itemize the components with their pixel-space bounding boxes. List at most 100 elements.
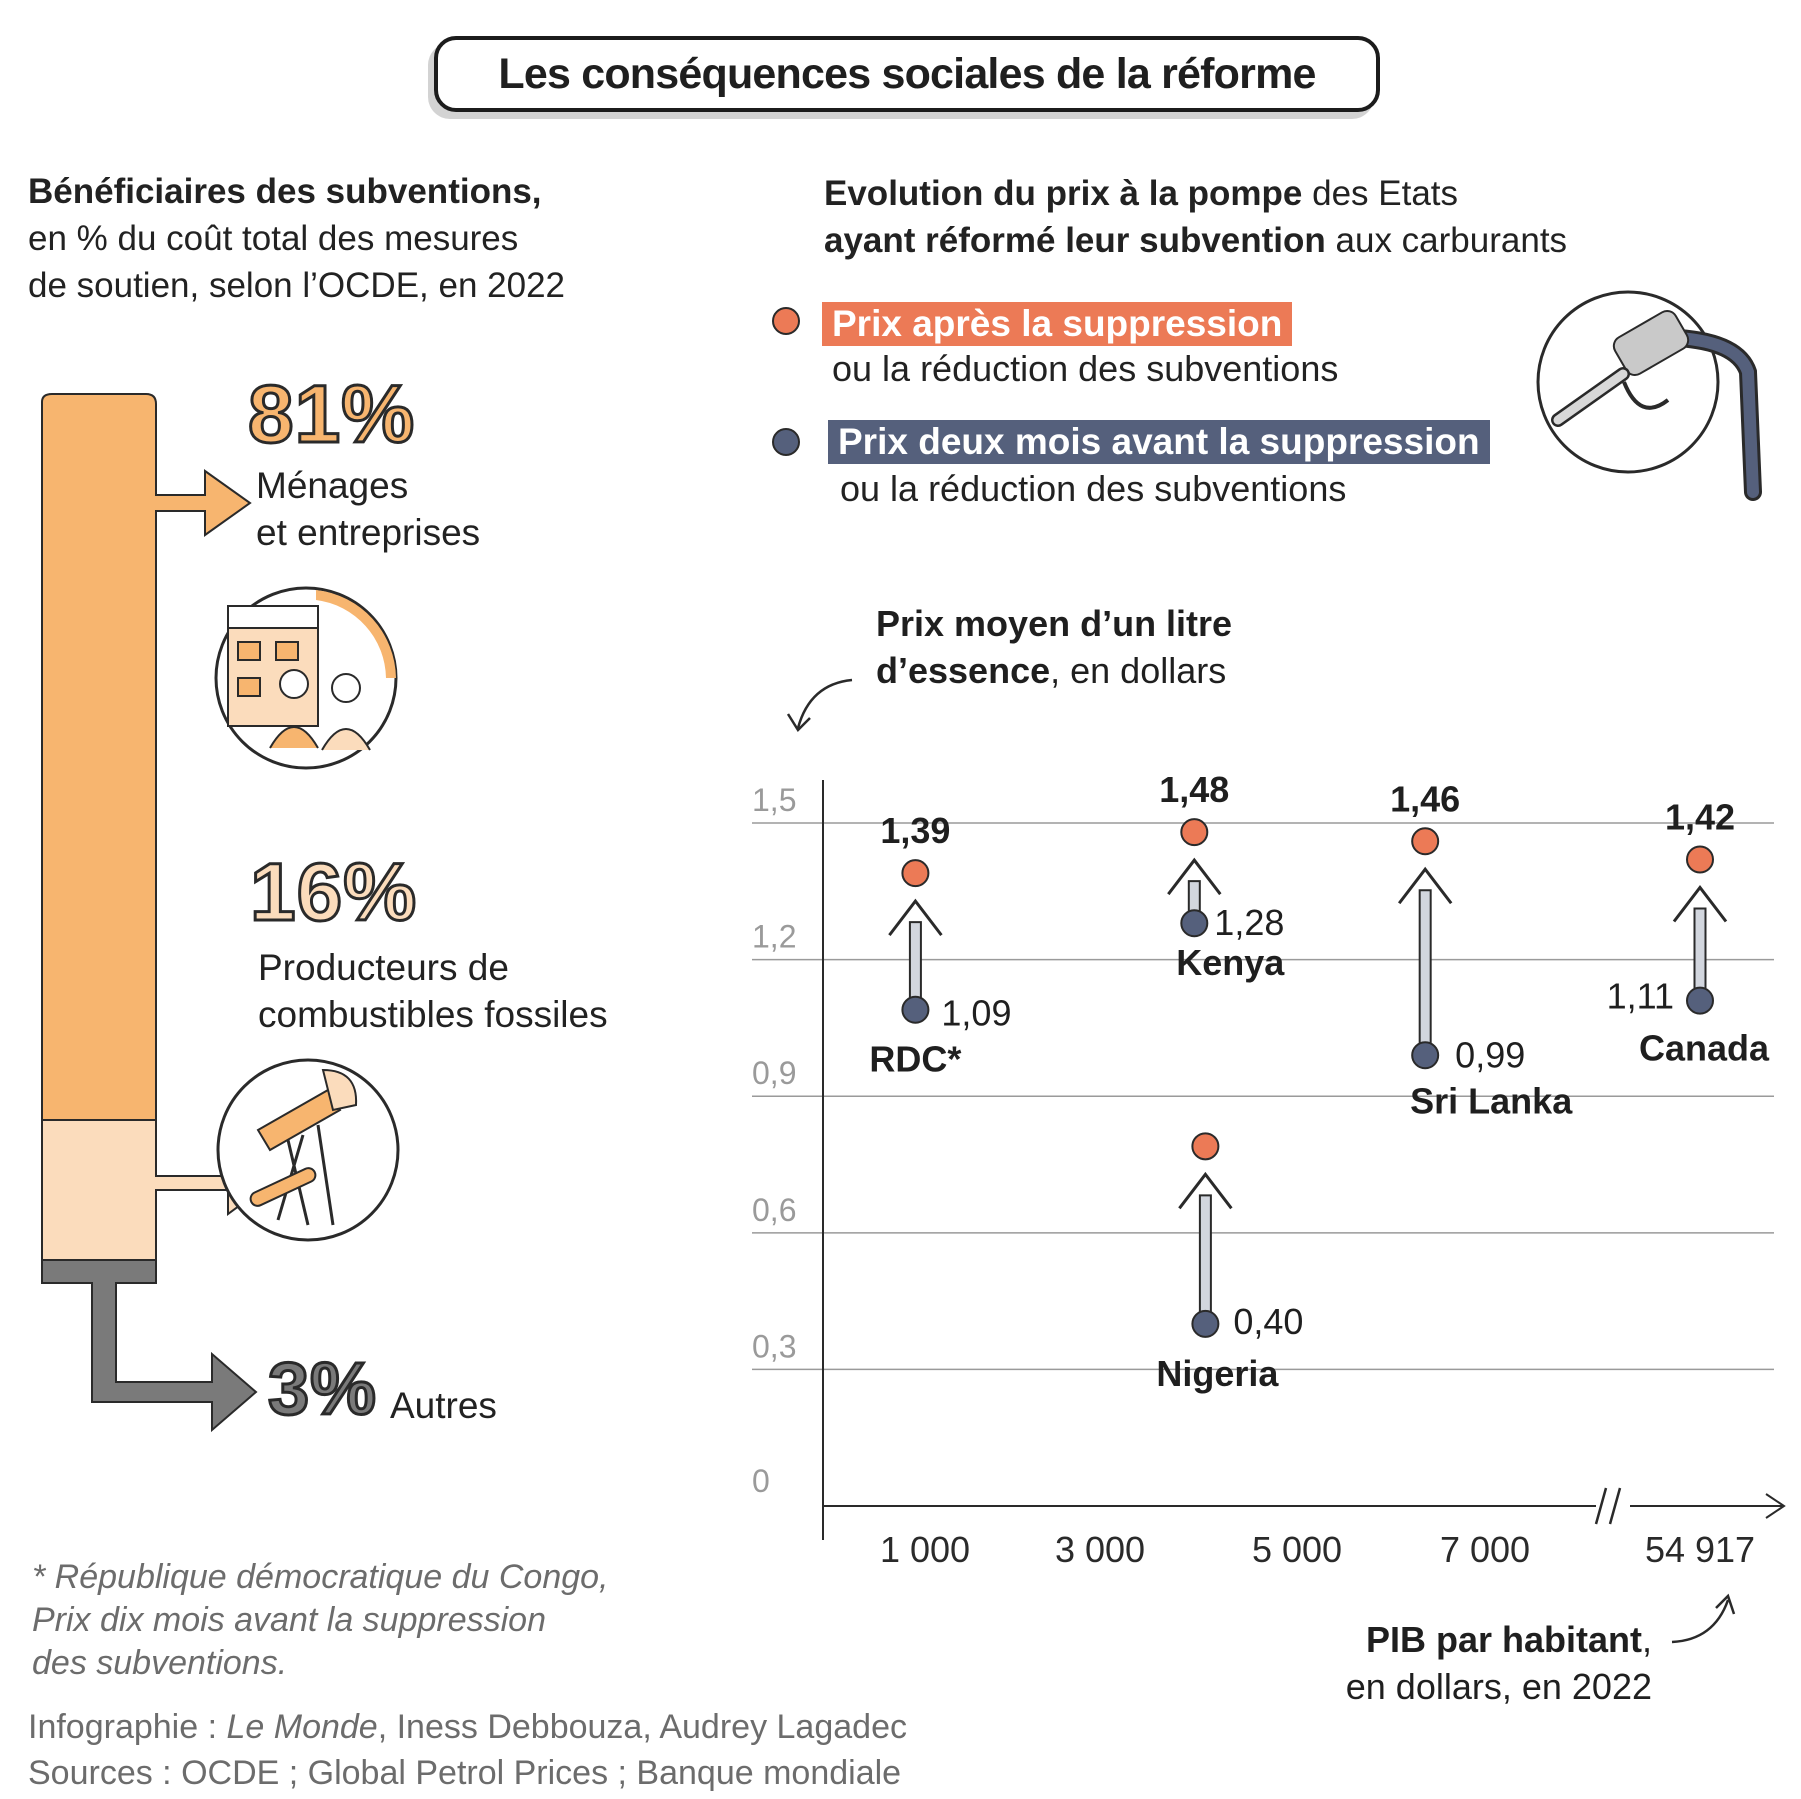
households-bar — [41, 393, 252, 1121]
price-before-label: 1,28 — [1214, 902, 1284, 943]
price-before-label: 1,09 — [941, 993, 1011, 1034]
price-after-label: 1,46 — [1390, 778, 1460, 819]
legend-after-dot — [772, 307, 800, 335]
country-canada: 1,42 1,11 Canada — [1607, 796, 1770, 1068]
footnote-2: Prix dix mois avant la suppression — [32, 1601, 547, 1639]
chart-grid — [752, 822, 1774, 1371]
right-heading-text2: aux carburants — [1325, 221, 1568, 260]
country-name-label: Sri Lanka — [1410, 1080, 1573, 1121]
y-axis-title-arrow — [786, 678, 853, 732]
price-after-label: 1,42 — [1665, 796, 1735, 837]
country-name-label: Canada — [1639, 1028, 1770, 1069]
pct-households: 81% — [246, 368, 416, 462]
x-tick-label: 54 917 — [1645, 1529, 1755, 1570]
country-name-label: Kenya — [1176, 942, 1285, 983]
left-heading-line3: de soutien, selon l’OCDE, en 2022 — [28, 266, 565, 305]
title-box: Les conséquences sociales de la réforme — [434, 36, 1380, 112]
credit-sources: Sources : OCDE ; Global Petrol Prices ; … — [28, 1754, 902, 1792]
others-bar — [41, 1259, 258, 1433]
x-axis-title: PIB par habitant, en dollars, en 2022 — [1322, 1616, 1652, 1710]
label-others: Autres — [390, 1385, 497, 1426]
x-tick-label: 3 000 — [1055, 1529, 1145, 1570]
label-producers-1: Producteurs de — [258, 947, 509, 988]
footnote-1: * République démocratique du Congo, — [32, 1558, 609, 1596]
change-arrow-head — [1167, 857, 1222, 896]
legend-before-dot — [772, 428, 800, 456]
households-illustration — [214, 586, 398, 770]
y-axis-title-bold2: d’essence — [876, 650, 1051, 691]
price-before-label: 0,99 — [1455, 1034, 1525, 1075]
page-title: Les conséquences sociales de la réforme — [498, 49, 1316, 98]
axis-break-marker — [1594, 1487, 1622, 1525]
y-axis-title-bold1: Prix moyen d’un litre — [876, 603, 1233, 644]
footnote-3: des subventions. — [32, 1644, 288, 1682]
y-axis-title: Prix moyen d’un litre d’essence, en doll… — [876, 600, 1232, 694]
pct-others: 3% — [267, 1346, 378, 1432]
x-axis-title-arrow — [1671, 1593, 1736, 1644]
country-rdc: 1,39 1,09 RDC* — [869, 810, 1011, 1080]
y-tick-label: 0,6 — [752, 1192, 796, 1228]
x-axis-title-rest: , — [1641, 1619, 1652, 1660]
credit-publisher: Le Monde — [226, 1708, 378, 1746]
left-heading-line2: en % du coût total des mesures — [28, 219, 519, 258]
subsidy-flow-graphic — [41, 393, 272, 1433]
credit-authors: , Iness Debbouza, Audrey Lagadec — [377, 1708, 907, 1746]
price-after-label: 1,39 — [880, 810, 950, 851]
country-name-label: RDC* — [869, 1039, 961, 1080]
price-after-point — [901, 859, 930, 888]
right-heading-bold2: ayant réformé leur subvention — [824, 221, 1326, 260]
x-axis-arrowhead — [1765, 1493, 1786, 1519]
right-heading-bold1: Evolution du prix à la pompe — [824, 174, 1303, 213]
price-after-point — [1180, 818, 1209, 847]
country-name-label: Nigeria — [1156, 1353, 1279, 1394]
price-before-point — [901, 995, 930, 1024]
price-after-label: 1,48 — [1159, 769, 1229, 810]
price-after-point — [1411, 827, 1440, 856]
price-before-point — [1191, 1309, 1220, 1338]
legend-before-sub: ou la réduction des subventions — [840, 468, 1347, 509]
x-axis-title-line2: en dollars, en 2022 — [1345, 1666, 1652, 1707]
change-arrow-head — [1672, 885, 1728, 923]
label-households-1: Ménages — [256, 465, 409, 506]
left-heading: Bénéficiaires des subventions, en % du c… — [28, 168, 668, 309]
y-tick-label: 1,2 — [752, 919, 796, 955]
y-axis-title-rest: , en dollars — [1050, 650, 1227, 691]
price-before-point — [1180, 909, 1209, 938]
credits: Infographie : Le Monde, Iness Debbouza, … — [28, 1704, 907, 1796]
x-tick-label: 7 000 — [1440, 1529, 1530, 1570]
x-tick-label: 5 000 — [1252, 1529, 1342, 1570]
x-tick-label: 1 000 — [880, 1529, 970, 1570]
label-households: Ménages et entreprises — [256, 462, 480, 556]
label-producers: Producteurs de combustibles fossiles — [258, 944, 608, 1038]
y-tick-label: 0 — [752, 1463, 770, 1499]
y-tick-label: 1,5 — [752, 782, 796, 818]
footnote: * République démocratique du Congo, Prix… — [32, 1556, 609, 1685]
price-before-point — [1411, 1041, 1440, 1070]
legend-after-label: Prix après la suppression — [822, 302, 1293, 346]
change-arrow-head — [1178, 1171, 1233, 1210]
chart-axes — [822, 780, 1786, 1540]
legend-before-label: Prix deux mois avant la suppression — [828, 420, 1490, 464]
credit-prefix: Infographie : — [28, 1708, 227, 1746]
right-heading: Evolution du prix à la pompe des Etats a… — [824, 170, 1724, 264]
chart-ticks: 0 0,3 0,6 0,9 1,2 1,5 1 000 3 000 5 000 7 000 54 9… — [752, 782, 1755, 1570]
pct-producers: 16% — [248, 846, 418, 940]
x-axis-title-bold: PIB par habitant — [1365, 1619, 1642, 1660]
price-before-point — [1686, 986, 1714, 1015]
label-producers-2: combustibles fossiles — [258, 994, 608, 1035]
price-before-label: 0,40 — [1233, 1301, 1303, 1342]
label-households-2: et entreprises — [256, 512, 481, 553]
y-tick-label: 0,3 — [752, 1328, 796, 1364]
y-tick-label: 0,9 — [752, 1055, 796, 1091]
oil-pump-illustration — [216, 1058, 400, 1242]
price-after-point — [1686, 845, 1714, 874]
left-heading-bold: Bénéficiaires des subventions, — [28, 172, 542, 211]
price-before-label: 1,11 — [1607, 976, 1674, 1017]
country-nigeria: 0,40 Nigeria — [1156, 1132, 1303, 1394]
right-heading-text1: des Etats — [1302, 174, 1459, 213]
change-arrow-head — [888, 898, 943, 937]
change-arrow-head — [1397, 866, 1453, 905]
